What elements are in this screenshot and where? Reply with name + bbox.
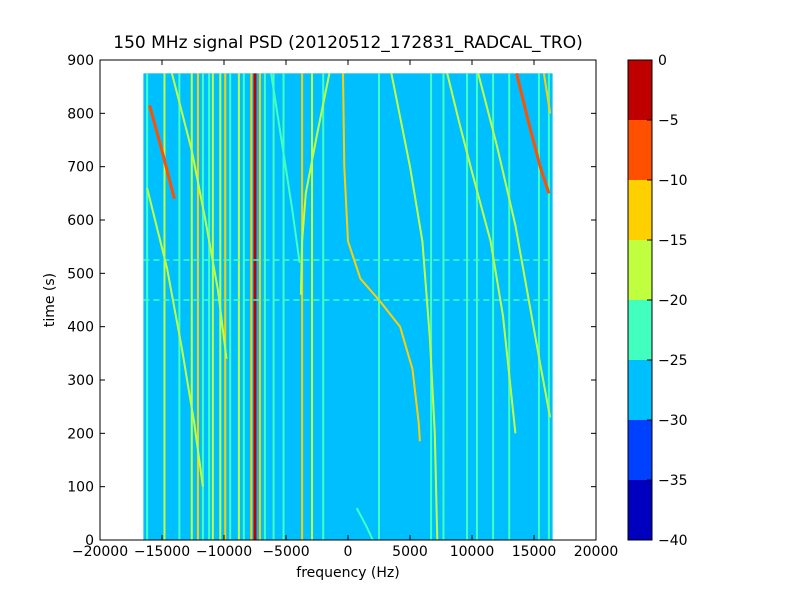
colorbar: −40 −35 −30 −25 −20 −15 −10 −5 0 [627,53,688,549]
colorbar-band [628,480,652,540]
x-axis-label: frequency (Hz) [296,565,399,581]
colorbar-band [628,300,652,360]
x-tick-label: 10000 [450,544,495,560]
y-tick-label: 300 [67,373,94,389]
y-tick-label: 200 [67,426,94,442]
plot-area [99,59,597,541]
y-tick-label: 500 [67,266,94,282]
x-tick-label: −5000 [262,544,309,560]
colorbar-tick-label: −40 [658,533,688,549]
doppler-trace [299,73,331,295]
doppler-trace [515,72,551,194]
x-tick-label: −10000 [196,544,252,560]
x-tick-label: 20000 [574,544,619,560]
colorbar-band [628,120,652,180]
chart-title: 150 MHz signal PSD (20120512_172831_RADC… [113,33,582,53]
y-tick-label: 600 [67,213,94,229]
colorbar-tick-label: −10 [658,173,688,189]
colorbar-band [628,60,652,120]
colorbar-tick-label: −30 [658,413,688,429]
y-axis: 0 100 200 300 400 500 600 700 800 900 [67,53,596,549]
y-tick-label: 900 [67,53,94,69]
x-tick-label: 0 [344,544,353,560]
doppler-trace [146,187,204,487]
colorbar-tick-label: −15 [658,233,688,249]
colorbar-tick-label: −5 [658,113,679,129]
doppler-trace [446,73,517,434]
colorbar-band [628,420,652,480]
y-tick-label: 100 [67,480,94,496]
doppler-trace [477,73,552,418]
x-axis: −20000 −15000 −10000 −5000 0 5000 10000 15000 20… [72,60,618,560]
colorbar-band [628,360,652,420]
doppler-trace [355,507,374,541]
doppler-trace [390,73,439,541]
x-tick-label: 5000 [392,544,428,560]
colorbar-tick-label: −20 [658,293,688,309]
y-tick-label: 700 [67,160,94,176]
heatmap-background [143,73,553,540]
colorbar-tick-label: −35 [658,473,688,489]
colorbar-tick-label: 0 [658,53,667,69]
colorbar-tick-label: −25 [658,353,688,369]
x-tick-label: −20000 [72,544,128,560]
y-tick-label: 0 [85,533,94,549]
y-tick-label: 800 [67,106,94,122]
doppler-trace [270,73,301,263]
x-tick-label: −15000 [134,544,190,560]
heatmap [143,72,553,541]
colorbar-band [628,240,652,300]
doppler-trace [170,73,228,359]
doppler-trace [342,73,421,442]
y-tick-label: 400 [67,320,94,336]
doppler-trace [542,73,552,114]
doppler-trace [148,104,176,200]
colorbar-band [628,180,652,240]
y-axis-label: time (s) [42,273,58,327]
x-tick-label: 15000 [512,544,557,560]
